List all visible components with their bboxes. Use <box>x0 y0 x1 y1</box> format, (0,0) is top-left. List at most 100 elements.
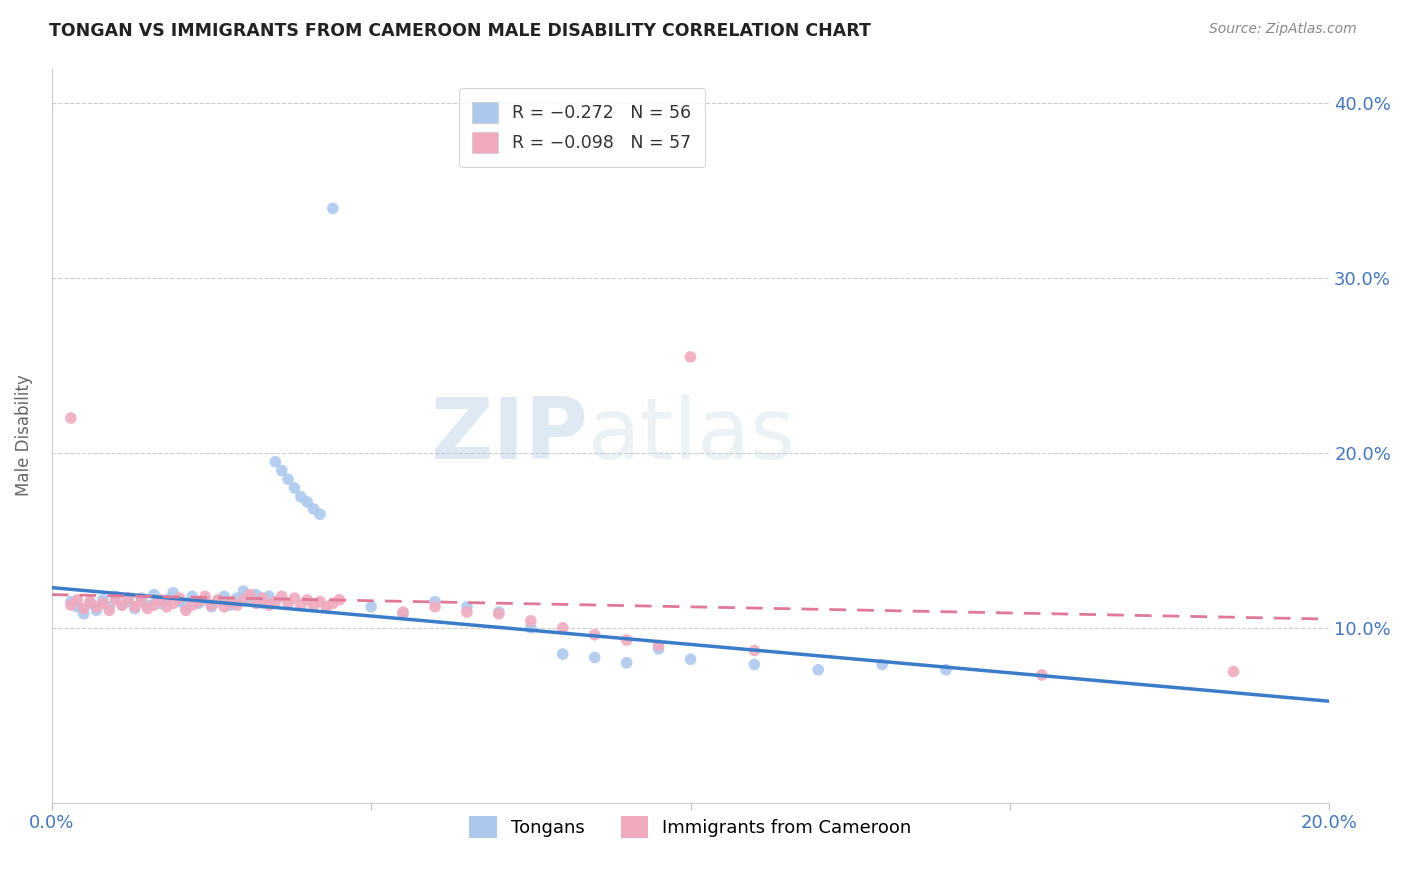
Point <box>142 588 165 602</box>
Point <box>935 663 957 677</box>
Point <box>870 657 893 672</box>
Point <box>456 599 478 614</box>
Point <box>270 463 292 477</box>
Point <box>302 598 325 612</box>
Point <box>194 590 217 604</box>
Point <box>73 601 96 615</box>
Point <box>59 594 82 608</box>
Point <box>551 647 574 661</box>
Point <box>423 599 446 614</box>
Point <box>520 621 543 635</box>
Point <box>174 599 197 614</box>
Point <box>207 594 229 608</box>
Point <box>226 591 249 606</box>
Point <box>239 592 262 607</box>
Point <box>169 594 191 608</box>
Point <box>245 596 267 610</box>
Point <box>200 598 222 612</box>
Point <box>309 594 332 608</box>
Point <box>59 598 82 612</box>
Point <box>174 603 197 617</box>
Point <box>264 594 287 608</box>
Point <box>149 596 172 610</box>
Point <box>679 652 702 666</box>
Point <box>86 599 108 614</box>
Point <box>169 591 191 606</box>
Point <box>111 598 134 612</box>
Point <box>98 603 121 617</box>
Point <box>117 591 139 606</box>
Point <box>117 594 139 608</box>
Point <box>194 592 217 607</box>
Text: TONGAN VS IMMIGRANTS FROM CAMEROON MALE DISABILITY CORRELATION CHART: TONGAN VS IMMIGRANTS FROM CAMEROON MALE … <box>49 22 872 40</box>
Point <box>111 598 134 612</box>
Point <box>679 350 702 364</box>
Point <box>392 607 415 621</box>
Point <box>616 656 638 670</box>
Point <box>129 594 152 608</box>
Point <box>392 605 415 619</box>
Point <box>1222 665 1244 679</box>
Point <box>744 643 766 657</box>
Point <box>297 592 319 607</box>
Point <box>66 592 89 607</box>
Point <box>239 588 262 602</box>
Point <box>270 590 292 604</box>
Point <box>456 605 478 619</box>
Point <box>322 596 344 610</box>
Point <box>277 472 299 486</box>
Point <box>283 481 305 495</box>
Point <box>290 490 312 504</box>
Point <box>488 607 510 621</box>
Point <box>207 592 229 607</box>
Point <box>142 598 165 612</box>
Point <box>252 591 274 606</box>
Point <box>181 598 204 612</box>
Point <box>156 592 179 607</box>
Point <box>91 592 114 607</box>
Point <box>551 621 574 635</box>
Point <box>162 596 184 610</box>
Point <box>124 599 146 614</box>
Point <box>212 590 235 604</box>
Point <box>79 594 101 608</box>
Point <box>616 633 638 648</box>
Point <box>322 202 344 216</box>
Point <box>136 601 159 615</box>
Point <box>91 596 114 610</box>
Point <box>583 650 606 665</box>
Legend: R = −0.272   N = 56, R = −0.098   N = 57: R = −0.272 N = 56, R = −0.098 N = 57 <box>458 88 706 167</box>
Point <box>98 599 121 614</box>
Point <box>328 592 350 607</box>
Point <box>807 663 830 677</box>
Point <box>59 411 82 425</box>
Point <box>647 638 669 652</box>
Point <box>309 507 332 521</box>
Point <box>744 657 766 672</box>
Point <box>264 455 287 469</box>
Point <box>1031 668 1053 682</box>
Point <box>290 598 312 612</box>
Point <box>252 596 274 610</box>
Point <box>86 603 108 617</box>
Point <box>129 591 152 606</box>
Y-axis label: Male Disability: Male Disability <box>15 375 32 497</box>
Point <box>226 598 249 612</box>
Point <box>219 594 242 608</box>
Point <box>647 641 669 656</box>
Point <box>162 586 184 600</box>
Point <box>257 598 280 612</box>
Point <box>219 598 242 612</box>
Point <box>124 601 146 615</box>
Point <box>283 591 305 606</box>
Text: atlas: atlas <box>588 394 796 477</box>
Point <box>212 599 235 614</box>
Point <box>315 599 337 614</box>
Point <box>277 596 299 610</box>
Point <box>297 495 319 509</box>
Point <box>187 596 209 610</box>
Point <box>136 598 159 612</box>
Point <box>104 592 127 607</box>
Point <box>488 605 510 619</box>
Text: ZIP: ZIP <box>430 394 588 477</box>
